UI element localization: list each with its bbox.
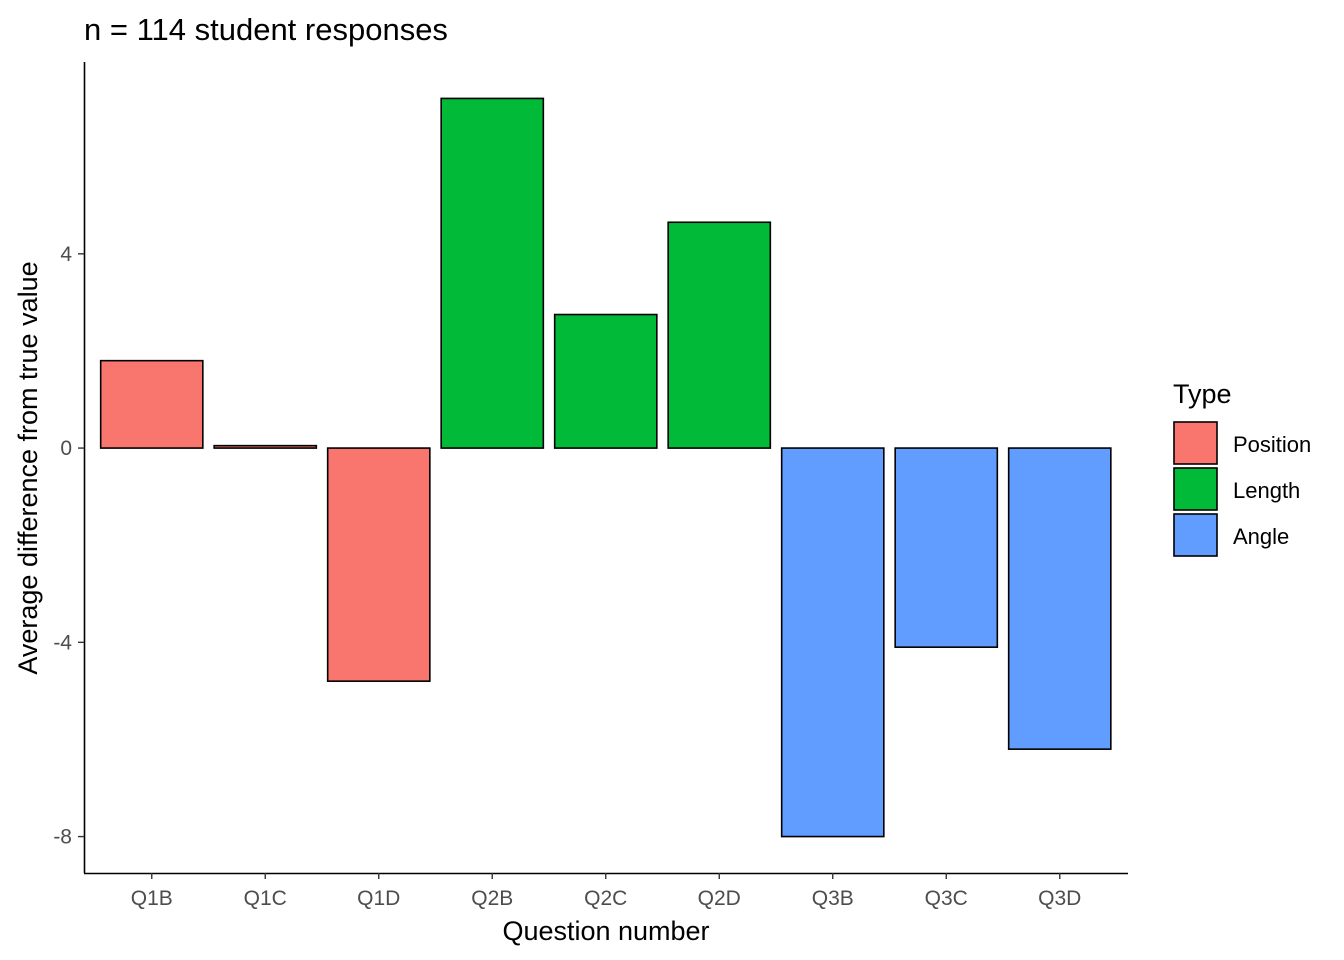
legend-label-position: Position (1233, 432, 1311, 457)
x-tick-label: Q3C (925, 887, 968, 910)
x-tick-label: Q3D (1038, 887, 1081, 910)
bar-q1c (213, 444, 318, 449)
x-tick-label: Q1C (244, 887, 287, 910)
bar-q1d (326, 447, 431, 682)
y-tick-label: -4 (53, 631, 72, 654)
plot-area (99, 97, 1112, 838)
legend-label-angle: Angle (1233, 524, 1289, 549)
bar-q1b (99, 359, 204, 449)
bar-q3d (1007, 447, 1112, 750)
legend-title: Type (1173, 379, 1232, 409)
x-tick-label: Q2C (584, 887, 627, 910)
bar-q2d (667, 221, 772, 449)
legend-key-angle (1173, 513, 1218, 557)
legend-key-length (1173, 467, 1218, 511)
legend-key-position (1173, 421, 1218, 465)
y-axis-ticks: -8 -4 0 4 (53, 243, 84, 849)
x-tick-label: Q3B (812, 887, 854, 910)
chart-title: n = 114 student responses (84, 12, 448, 47)
y-tick-label: 0 (60, 437, 72, 460)
x-axis-title: Question number (502, 916, 709, 946)
x-tick-label: Q1D (357, 887, 400, 910)
bar-q2c (553, 313, 658, 449)
bar-q3b (780, 447, 885, 838)
x-tick-label: Q1B (131, 887, 173, 910)
bar-q3c (894, 447, 999, 648)
legend: Type Position Length Angle (1173, 379, 1311, 557)
bar-q2b (440, 97, 545, 449)
legend-label-length: Length (1233, 478, 1300, 503)
legend-entries: Position Length Angle (1173, 421, 1311, 557)
x-tick-label: Q2D (698, 887, 741, 910)
y-tick-label: 4 (60, 243, 72, 266)
x-axis-ticks: Q1B Q1C Q1D Q2B Q2C Q2D Q3B Q3C Q3D (131, 873, 1081, 910)
y-axis-title: Average difference from true value (13, 261, 43, 674)
y-tick-label: -8 (53, 826, 72, 849)
x-tick-label: Q2B (471, 887, 513, 910)
